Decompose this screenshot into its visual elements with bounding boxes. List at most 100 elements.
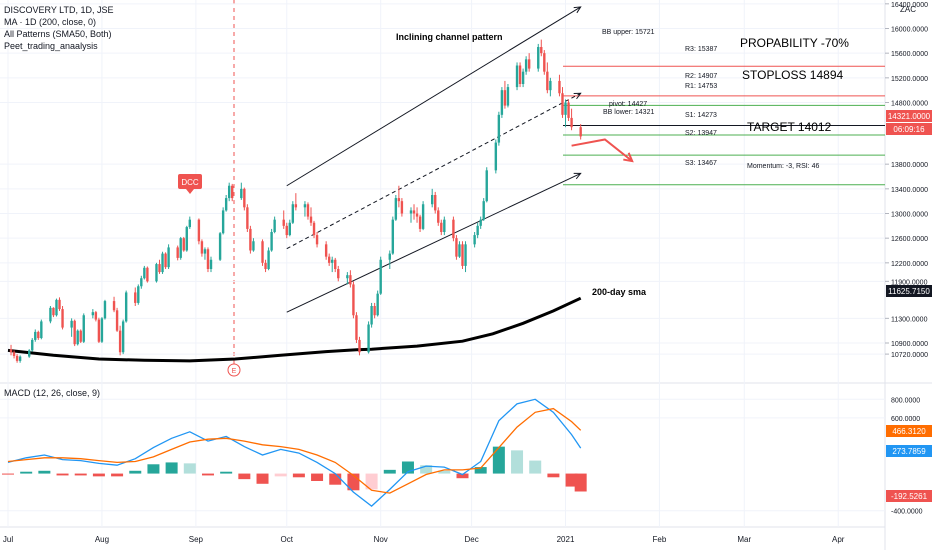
candle [476, 222, 479, 239]
candle-body [224, 198, 228, 211]
channel-lines[interactable] [286, 6, 582, 313]
candle-body [267, 250, 270, 269]
macd-title[interactable]: MACD (12, 26, close, 9) [4, 388, 100, 398]
candle [503, 80, 507, 109]
macd-hist-bar [456, 473, 469, 479]
candle [206, 247, 210, 273]
candle-body [327, 256, 331, 263]
candle-body [409, 210, 413, 214]
target-annotation[interactable]: TARGET 14012 [747, 120, 832, 134]
legend-ma[interactable]: MA · 1D (200, close, 0) [4, 17, 96, 27]
macd-hist-bar [274, 473, 287, 477]
sma-annotation[interactable]: 200-day sma [592, 287, 647, 297]
event-label: E [232, 368, 237, 375]
candle [549, 77, 552, 97]
candle-body [561, 93, 564, 115]
macd-hist-bar [147, 464, 160, 474]
candle-body [415, 213, 419, 217]
r3-label: R3: 15387 [685, 46, 717, 53]
candle [506, 84, 510, 108]
candle-body [506, 87, 510, 106]
event-icon[interactable] [227, 363, 241, 377]
candle-body [231, 185, 234, 199]
macd-hist-bar [474, 467, 487, 474]
candle-body [49, 307, 52, 322]
candle [418, 214, 422, 232]
legend-patterns[interactable]: All Patterns (SMA50, Both) [4, 29, 112, 39]
candle [209, 256, 213, 273]
candle-body [540, 47, 543, 54]
candle-body [261, 241, 264, 263]
projection-arrow[interactable] [571, 138, 634, 163]
candle-body [118, 330, 122, 353]
dcc-badge-pointer [186, 189, 194, 194]
sma-200 [7, 296, 582, 363]
candle [249, 225, 252, 254]
candle-body [182, 238, 185, 251]
macd-hist-bar [56, 473, 69, 476]
macd-hist-bar [329, 473, 342, 485]
projection-path[interactable] [571, 138, 633, 162]
stoploss-annotation[interactable]: STOPLOSS 14894 [742, 68, 844, 82]
hist-badge [886, 490, 932, 502]
channel-annotation[interactable]: Inclining channel pattern [396, 32, 503, 42]
candle-body [243, 188, 246, 208]
candle [461, 241, 464, 269]
candle-body [285, 225, 288, 236]
candle-body [521, 71, 525, 84]
candle-body [331, 259, 334, 263]
s2-label: S2: 13947 [685, 130, 717, 137]
candle [261, 239, 264, 266]
macd-hist-bar [311, 473, 324, 481]
probability-annotation[interactable]: PROPABILITY -70% [740, 36, 849, 50]
candle [61, 306, 64, 330]
candle-body [527, 59, 531, 69]
candle-body [579, 127, 582, 137]
macd-hist-bar [492, 446, 505, 474]
candle-body [55, 299, 58, 316]
candle-body [52, 307, 55, 316]
candle [231, 183, 234, 202]
dcc-badge[interactable] [178, 174, 202, 189]
candle [400, 198, 404, 217]
candle-body [524, 59, 528, 72]
candle [82, 313, 85, 343]
candle [367, 321, 370, 354]
time-tick-label: Oct [281, 535, 294, 544]
candle-body [461, 244, 464, 266]
candle-body [206, 249, 210, 269]
legend-symbol[interactable]: DISCOVERY LTD, 1D, JSE [4, 5, 114, 15]
candle-body [349, 275, 352, 285]
candle [118, 325, 122, 356]
macd-hist-bar [201, 473, 214, 476]
candle-body [546, 71, 549, 91]
candle [79, 329, 82, 343]
candle [546, 62, 549, 94]
candle-body [452, 219, 455, 239]
channel-lower-line[interactable] [286, 172, 581, 313]
countdown-value: 06:09:16 [893, 125, 925, 134]
candle [12, 350, 16, 359]
candle [412, 204, 416, 220]
candle-body [418, 216, 422, 229]
candle [94, 310, 98, 322]
candle [388, 250, 391, 269]
candle [176, 245, 179, 261]
candle [164, 252, 167, 269]
candle-body [337, 269, 340, 279]
candle-body [518, 65, 522, 84]
time-tick-label: Dec [464, 535, 478, 544]
candle [355, 312, 358, 343]
channel-upper-line[interactable] [286, 6, 581, 187]
s3-label: S3: 13467 [685, 160, 717, 167]
candle [28, 349, 31, 358]
candle [537, 43, 540, 72]
candle-body [370, 306, 373, 325]
candle-body [437, 210, 440, 223]
hist-value: -192.5261 [891, 492, 928, 501]
sma-price-value: 11625.7150 [888, 287, 930, 296]
candle-body [494, 142, 498, 171]
candle [337, 265, 340, 282]
